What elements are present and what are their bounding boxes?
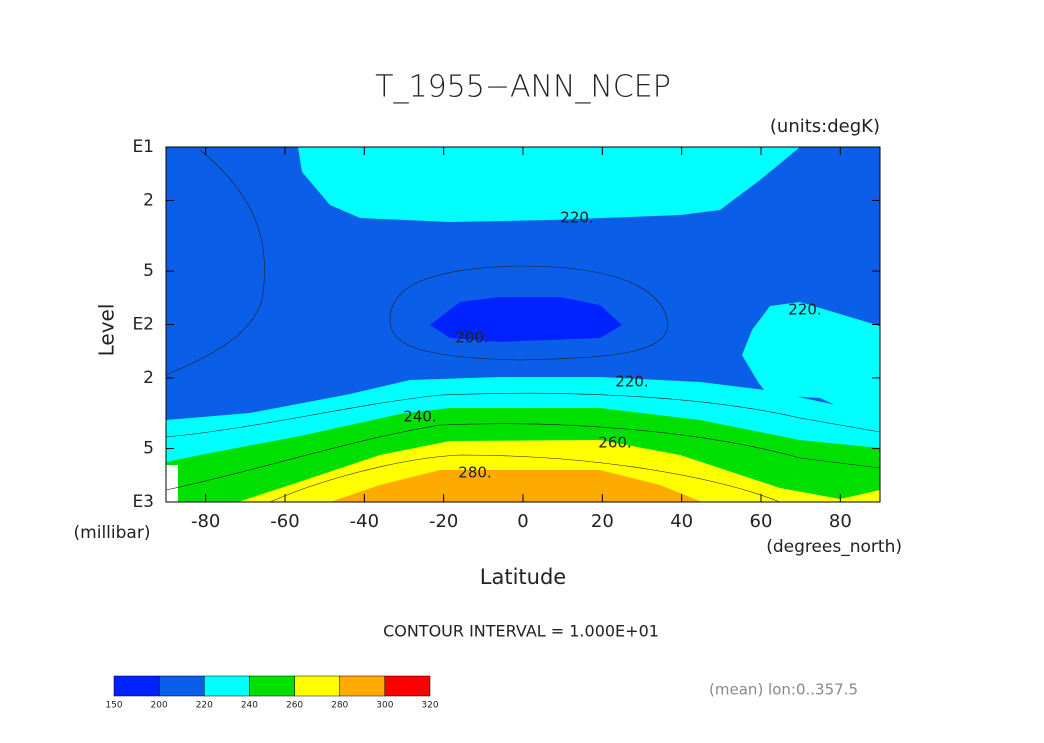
y-tick-label: E1 (132, 137, 154, 157)
colorbar-label: 280 (331, 701, 348, 711)
y-tick-label: 2 (143, 190, 154, 210)
contour-label: 240. (403, 408, 436, 426)
missing-data (166, 465, 178, 502)
x-tick-label: 0 (517, 511, 528, 532)
x-axis-label: Latitude (480, 565, 566, 589)
chart-title: T_1955−ANN_NCEP (375, 70, 671, 105)
y-tick-label: 2 (143, 368, 154, 388)
y-tick-label: E3 (132, 492, 154, 512)
contour-line (165, 392, 881, 438)
contour-label: 220. (788, 301, 821, 319)
contour-line (165, 149, 265, 376)
contour-label: 260. (598, 434, 631, 452)
contour-region (742, 302, 880, 412)
x-units: (degrees_north) (766, 537, 902, 557)
colorbar-label: 200 (151, 701, 168, 711)
x-tick-label: 80 (829, 511, 852, 532)
x-tick-label: -20 (429, 511, 458, 532)
footnote: CONTOUR INTERVAL = 1.000E+01 (383, 622, 659, 641)
colorbar-box (339, 675, 386, 697)
contour-region (298, 147, 800, 222)
colorbar-box (113, 675, 160, 697)
colorbar-box (294, 675, 340, 697)
contour-label: 200. (455, 329, 488, 347)
colorbar-box (158, 675, 205, 697)
x-tick-label: -40 (350, 511, 379, 532)
colorbar-label: 240 (241, 701, 258, 711)
contour-label: 280. (458, 464, 491, 482)
x-tick-label: 60 (750, 511, 773, 532)
colorbar-label: 220 (196, 701, 213, 711)
contour-line (269, 454, 781, 503)
colorbar-label: 150 (105, 701, 122, 711)
colorbar-box (249, 675, 295, 697)
y-tick-label: 5 (143, 439, 154, 459)
y-axis-label: Level (95, 304, 119, 357)
x-tick-label: -80 (191, 511, 220, 532)
y-units: (millibar) (74, 523, 151, 543)
x-tick-label: -60 (270, 511, 299, 532)
units-label: (units:degK) (770, 116, 880, 137)
x-tick-label: 20 (591, 511, 614, 532)
colorbar-label: 320 (421, 701, 438, 711)
contour-label: 220. (615, 373, 648, 391)
colorbar-box (204, 675, 250, 697)
contour-line (389, 265, 669, 361)
colorbar-label: 300 (376, 701, 393, 711)
contour-line (165, 423, 881, 491)
y-tick-label: 5 (143, 261, 154, 281)
y-tick-label: E2 (132, 315, 154, 335)
contour-region (430, 297, 622, 342)
contour-label: 220. (560, 209, 593, 227)
x-tick-label: 40 (670, 511, 693, 532)
note: (mean) lon:0..357.5 (709, 681, 858, 699)
colorbar-label: 260 (286, 701, 303, 711)
contour-region (330, 470, 702, 502)
colorbar-box (384, 675, 431, 697)
